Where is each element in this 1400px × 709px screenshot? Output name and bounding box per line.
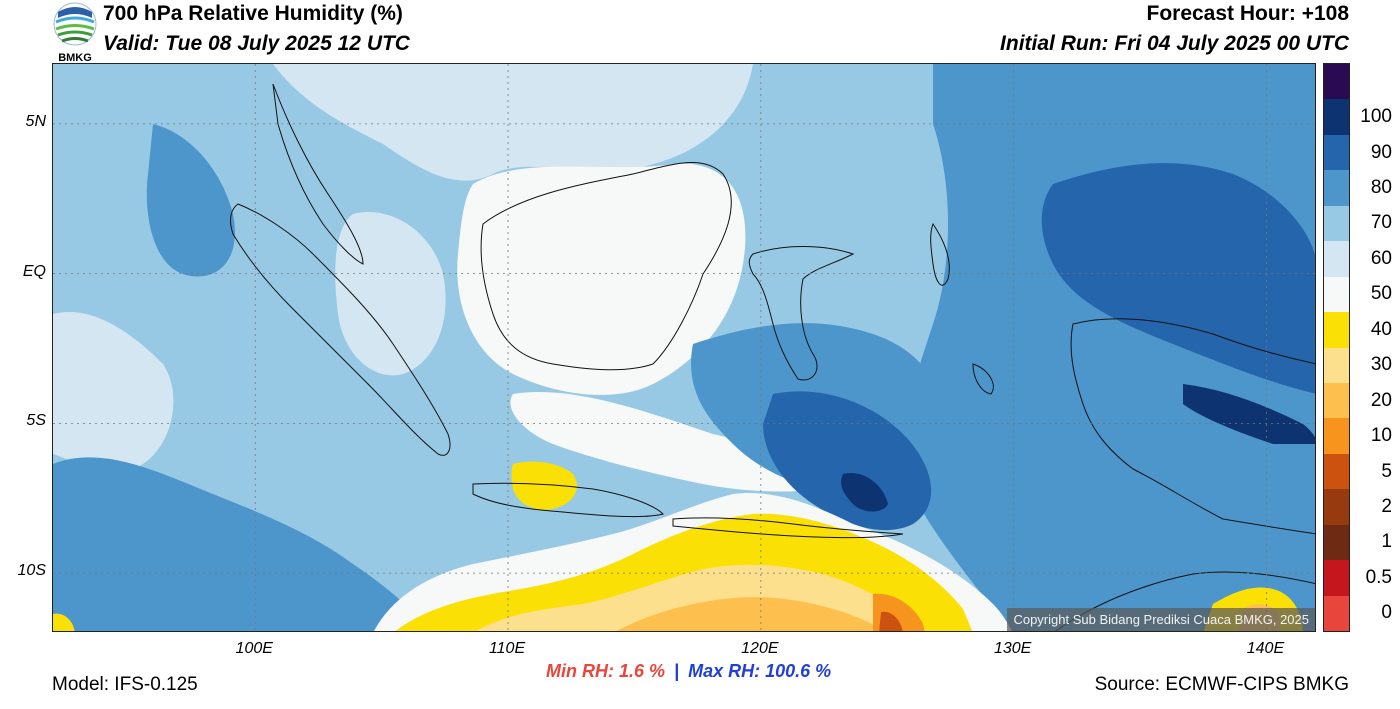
sulawesi-coast (748, 246, 855, 381)
colorbar-swatch (1324, 99, 1349, 135)
colorbar-label: 0 (1381, 602, 1392, 624)
latitude-label: 5N (25, 112, 46, 130)
valid-time: Valid: Tue 08 July 2025 12 UTC (103, 32, 410, 55)
nusa-tenggara-coast (672, 517, 904, 539)
initial-run: Initial Run: Fri 04 July 2025 00 UTC (1000, 32, 1349, 55)
min-rh: Min RH: 1.6 % (546, 661, 666, 681)
colorbar-swatch (1324, 170, 1349, 206)
sumatra-coast (230, 203, 451, 456)
colorbar-swatch (1324, 418, 1349, 454)
colorbar-swatch (1324, 205, 1349, 242)
colorbar-label: 30 (1370, 354, 1392, 376)
stats-separator: | (674, 661, 680, 681)
latitude-label: EQ (22, 262, 46, 280)
colorbar-label: 80 (1370, 177, 1392, 199)
bmkg-emblem-icon (53, 2, 97, 46)
colorbar-swatch (1324, 489, 1349, 525)
coastlines (230, 83, 1315, 631)
rh-contours (53, 64, 1315, 631)
colorbar-label: 90 (1370, 141, 1392, 163)
copyright-notice: Copyright Sub Bidang Prediksi Cuaca BMKG… (1007, 608, 1315, 631)
humidity-field (53, 64, 1315, 631)
colorbar-swatch (1324, 595, 1349, 631)
colorbar-swatch (1324, 453, 1349, 490)
maluku-islands-coast (930, 222, 994, 395)
malay-peninsula-coast (272, 83, 364, 265)
colorbar-label: 70 (1370, 212, 1392, 234)
colorbar-label: 50 (1370, 283, 1392, 305)
colorbar-swatch (1324, 524, 1349, 561)
forecast-hour: Forecast Hour: +108 (1146, 2, 1350, 25)
colorbar-label: 1 (1381, 531, 1392, 553)
colorbar-label: 20 (1370, 389, 1392, 411)
map-title: 700 hPa Relative Humidity (%) (103, 2, 403, 25)
colorbar-swatch (1324, 382, 1349, 419)
colorbar-swatch (1324, 560, 1349, 596)
colorbar-swatch (1324, 312, 1349, 348)
java-coast (472, 482, 664, 518)
data-source: Source: ECMWF-CIPS BMKG (1094, 674, 1349, 695)
graticule (53, 64, 1315, 631)
latitude-label: 5S (26, 412, 46, 430)
colorbar-swatch (1324, 134, 1349, 171)
borneo-coast (480, 162, 732, 371)
longitude-label: 110E (488, 640, 526, 657)
colorbar (1323, 63, 1350, 632)
max-rh: Max RH: 100.6 % (688, 661, 832, 681)
rh-stats: Min RH: 1.6 % | Max RH: 100.6 % (546, 661, 831, 682)
bmkg-logo: BMKG (52, 2, 98, 64)
colorbar-label: 60 (1370, 247, 1392, 269)
colorbar-swatch (1324, 276, 1349, 313)
longitude-label: 120E (741, 640, 779, 657)
papua-coast (1070, 318, 1315, 535)
logo-text: BMKG (58, 52, 92, 64)
model-name: Model: IFS-0.125 (52, 674, 198, 695)
longitude-label: 100E (235, 640, 273, 657)
longitude-label: 140E (1246, 640, 1285, 657)
colorbar-label: 5 (1381, 460, 1392, 482)
colorbar-label: 40 (1370, 318, 1392, 340)
longitude-label: 130E (993, 640, 1032, 657)
colorbar-swatch (1324, 347, 1349, 383)
colorbar-label: 0.5 (1365, 566, 1392, 588)
colorbar-label: 10 (1370, 425, 1392, 447)
colorbar-swatch (1324, 64, 1349, 100)
humidity-map: Copyright Sub Bidang Prediksi Cuaca BMKG… (52, 63, 1316, 632)
colorbar-swatch (1324, 241, 1349, 277)
latitude-label: 10S (17, 562, 46, 580)
colorbar-label: 100 (1360, 106, 1392, 128)
colorbar-label: 2 (1381, 495, 1392, 517)
